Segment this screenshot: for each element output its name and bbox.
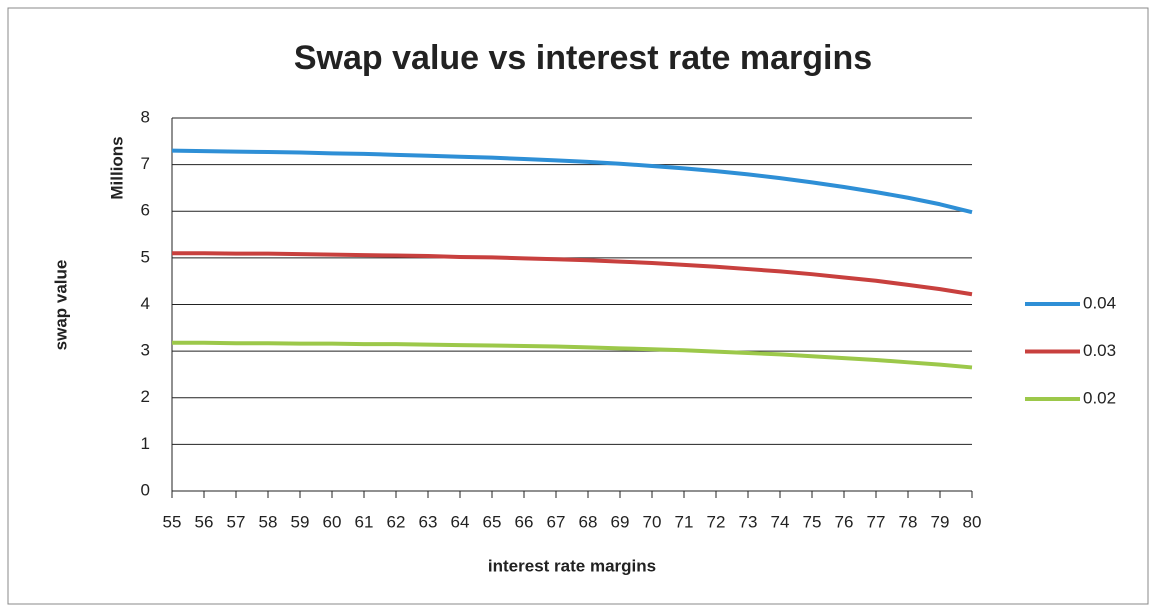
- y-tick-label: 1: [141, 434, 150, 453]
- y-tick-label: 8: [141, 107, 150, 126]
- y-tick-label: 0: [141, 480, 150, 499]
- x-tick-label: 77: [867, 512, 886, 531]
- x-tick-label: 59: [291, 512, 310, 531]
- legend-label: 0.03: [1083, 341, 1116, 360]
- series-line: [172, 340, 973, 370]
- x-tick-label: 71: [675, 512, 694, 531]
- series-line: [172, 251, 973, 297]
- y-unit-label: Millions: [107, 136, 126, 199]
- x-tick-label: 62: [387, 512, 406, 531]
- y-tick-label: 3: [141, 341, 150, 360]
- x-tick-label: 68: [579, 512, 598, 531]
- x-tick-label: 72: [707, 512, 726, 531]
- x-tick-label: 78: [899, 512, 918, 531]
- legend-label: 0.02: [1083, 388, 1116, 407]
- x-tick-label: 73: [739, 512, 758, 531]
- series-line: [171, 148, 973, 215]
- x-tick-label: 60: [323, 512, 342, 531]
- chart-title: Swap value vs interest rate margins: [294, 39, 872, 77]
- x-tick-label: 76: [835, 512, 854, 531]
- x-tick-label: 75: [803, 512, 822, 531]
- x-tick-label: 63: [419, 512, 438, 531]
- legend-label: 0.04: [1083, 293, 1116, 312]
- y-tick-label: 5: [141, 247, 150, 266]
- x-tick-label: 57: [227, 512, 246, 531]
- x-tick-label: 69: [611, 512, 630, 531]
- y-axis-label: swap value: [51, 260, 70, 351]
- x-tick-label: 61: [355, 512, 374, 531]
- x-axis-label: interest rate margins: [488, 556, 656, 575]
- chart-frame: [7, 7, 1149, 605]
- y-tick-label: 7: [141, 154, 150, 173]
- x-tick-label: 67: [547, 512, 566, 531]
- x-tick-label: 70: [643, 512, 662, 531]
- x-tick-label: 74: [771, 512, 790, 531]
- x-tick-label: 65: [483, 512, 502, 531]
- x-tick-label: 80: [963, 512, 982, 531]
- x-tick-label: 58: [259, 512, 278, 531]
- x-tick-label: 64: [451, 512, 470, 531]
- y-tick-label: 6: [141, 201, 150, 220]
- y-tick-label: 4: [141, 294, 150, 313]
- x-tick-label: 66: [515, 512, 534, 531]
- x-tick-label: 56: [195, 512, 214, 531]
- x-tick-label: 55: [163, 512, 182, 531]
- x-tick-label: 79: [931, 512, 950, 531]
- y-tick-label: 2: [141, 387, 150, 406]
